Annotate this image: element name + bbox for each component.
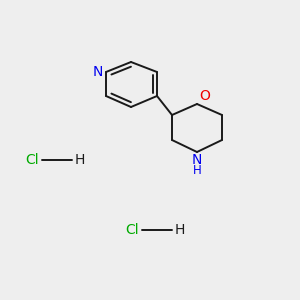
Text: H: H [75, 153, 86, 167]
Text: Cl: Cl [125, 223, 139, 237]
Text: N: N [192, 153, 202, 167]
Text: N: N [93, 65, 103, 79]
Text: O: O [199, 89, 210, 103]
Text: H: H [193, 164, 201, 177]
Text: H: H [175, 223, 185, 237]
Text: Cl: Cl [26, 153, 39, 167]
